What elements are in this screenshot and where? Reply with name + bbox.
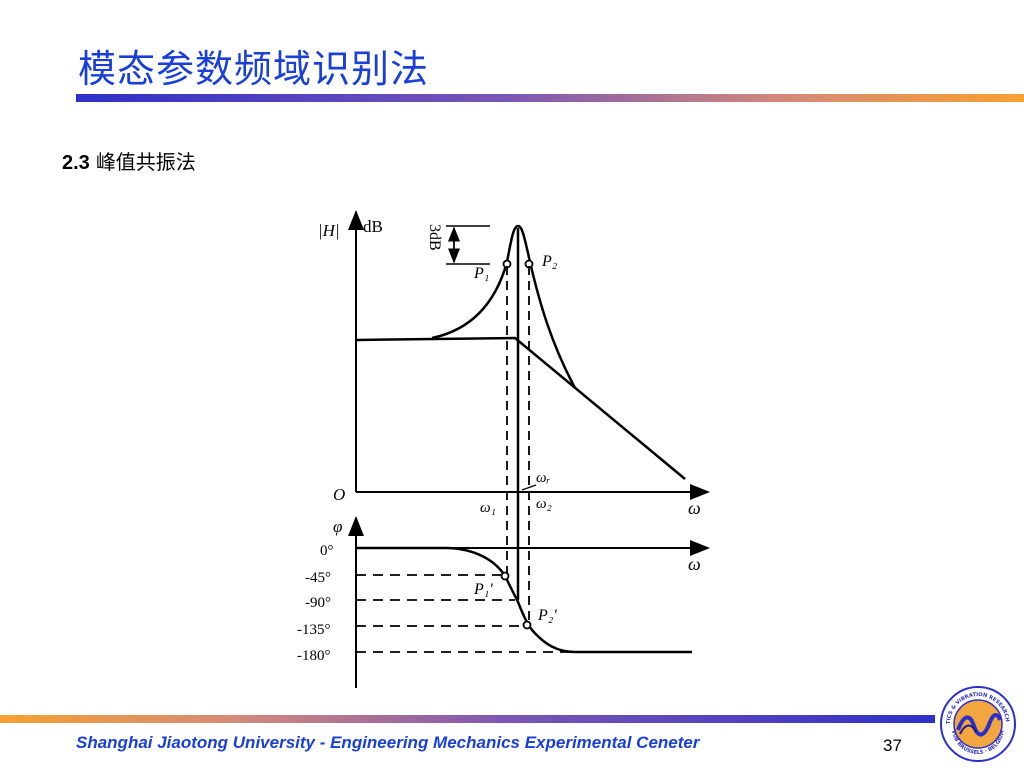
phase-tick-45: -45°	[305, 570, 331, 586]
point-p1-prime-marker	[500, 571, 510, 581]
phase-tick-180: -180°	[297, 648, 331, 664]
footer-bar	[0, 715, 935, 723]
point-p1-prime-label: P₁′	[473, 581, 493, 598]
footer-institution: Shanghai Jiaotong University - Engineeri…	[76, 733, 700, 752]
point-p2-label: P₂	[541, 253, 558, 270]
slide-title: 模态参数频域识别法	[78, 47, 430, 91]
magnitude-unit-label: dB	[363, 217, 383, 236]
phase-tick-135: -135°	[297, 622, 331, 638]
phase-omega-label: ω	[688, 554, 701, 574]
point-p2-prime-marker	[522, 620, 532, 630]
omega-2-label: ω₂	[536, 496, 552, 512]
phase-tick-0: 0°	[320, 543, 334, 559]
title-underline-bar	[76, 94, 1024, 102]
point-p1-label: P₁	[473, 265, 489, 282]
magnitude-axis-label: |H|	[318, 221, 340, 240]
point-p2-prime-label: P₂′	[537, 607, 557, 624]
resonance-diagram: |H| dB O ω 3dB P₁ P₂ ωᵣ ω₁ ω₂ φ ω 0° -45…	[297, 210, 710, 688]
omega-1-label: ω₁	[480, 500, 496, 516]
magnitude-omega-label: ω	[688, 498, 701, 518]
bandwidth-label: 3dB	[426, 224, 443, 251]
omegar-pointer	[521, 484, 537, 491]
asymptote-line	[355, 336, 686, 480]
phase-curve	[356, 546, 692, 654]
omega-r-label: ωᵣ	[536, 470, 551, 486]
origin-label: O	[333, 485, 345, 504]
page-number: 37	[883, 736, 902, 755]
section-title: 峰值共振法	[95, 152, 196, 174]
phase-ticks: 0° -45° -90° -135° -180°	[297, 543, 334, 664]
section-number: 2.3	[62, 152, 90, 174]
section-heading: 2.3 峰值共振法	[62, 146, 196, 175]
phase-tick-90: -90°	[305, 595, 331, 611]
phase-axis-label: φ	[333, 517, 342, 536]
research-group-logo: ACOUSTICS & VIBRATION RESEARCH GROUP VUB…	[938, 684, 1016, 762]
resonance-curve	[431, 224, 577, 389]
